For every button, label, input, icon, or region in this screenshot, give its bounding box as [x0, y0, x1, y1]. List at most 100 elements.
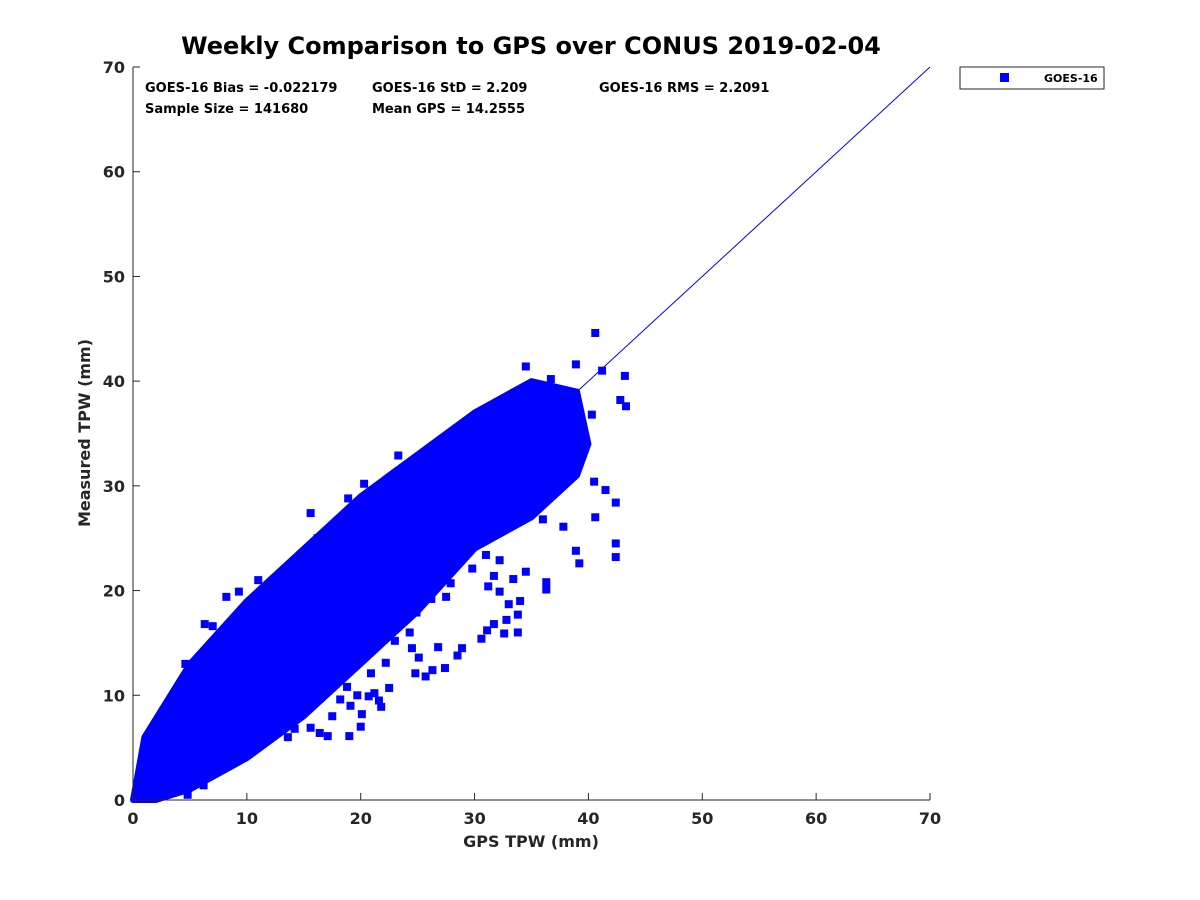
scatter-point	[411, 669, 420, 678]
scatter-point	[542, 585, 551, 594]
scatter-point	[207, 767, 216, 776]
scatter-point	[214, 757, 223, 766]
scatter-point	[428, 666, 437, 675]
scatter-point	[414, 653, 423, 662]
scatter-point	[390, 636, 399, 645]
scatter-point	[208, 622, 217, 631]
scatter-point	[484, 582, 493, 591]
scatter-point	[409, 457, 418, 466]
scatter-point	[397, 616, 406, 625]
scatter-point	[538, 515, 547, 524]
scatter-point	[344, 494, 353, 503]
scatter-point	[546, 375, 555, 384]
scatter-point	[185, 666, 194, 675]
y-tick-label: 20	[103, 582, 125, 601]
scatter-point	[196, 771, 205, 780]
scatter-point	[516, 597, 525, 606]
scatter-point	[495, 587, 504, 596]
scatter-point	[407, 644, 416, 653]
scatter-point	[481, 550, 490, 559]
scatter-point	[385, 623, 394, 632]
scatter-point	[477, 634, 486, 643]
scatter-point	[591, 513, 600, 522]
scatter-point	[181, 659, 190, 668]
scatter-point	[221, 752, 230, 761]
scatter-point	[374, 631, 383, 640]
scatter-point	[483, 626, 492, 635]
y-axis: 0 10 20 30 40 50 60 70 Measured TPW (mm)	[75, 58, 140, 810]
legend-marker-goes-16	[1000, 73, 1009, 82]
statistics-annotations: GOES-16 Bias = -0.022179 GOES-16 StD = 2…	[145, 81, 769, 117]
scatter-point	[364, 692, 373, 701]
scatter-point	[370, 689, 379, 698]
scatter-point	[328, 712, 337, 721]
scatter-point	[313, 534, 322, 543]
scatter-point	[360, 479, 369, 488]
x-axis-label: GPS TPW (mm)	[463, 832, 599, 851]
scatter-point	[394, 451, 403, 460]
scatter-point	[183, 790, 192, 799]
x-ticks: 0 10 20 30 40 50 60 70	[127, 793, 941, 828]
scatter-point	[356, 722, 365, 731]
scatter-point	[167, 787, 176, 796]
scatter-point	[611, 498, 620, 507]
scatter-point	[199, 781, 208, 790]
x-tick-label: 10	[236, 809, 258, 828]
x-tick-label: 20	[350, 809, 372, 828]
scatter-point	[385, 683, 394, 692]
legend: GOES-16	[959, 66, 1105, 90]
scatter-point	[353, 691, 362, 700]
scatter-point	[270, 709, 279, 718]
scatter-point	[587, 410, 596, 419]
y-ticks: 0 10 20 30 40 50 60 70	[103, 58, 140, 810]
scatter-point	[509, 575, 518, 584]
scatter-point	[261, 711, 270, 720]
x-tick-label: 30	[463, 809, 485, 828]
scatter-point	[622, 402, 631, 411]
plot-area	[130, 66, 931, 803]
scatter-point	[343, 682, 352, 691]
scatter-point	[542, 578, 551, 587]
scatter-point	[315, 728, 324, 737]
scatter-point	[477, 415, 486, 424]
scatter-point	[357, 710, 366, 719]
scatter-point	[336, 695, 345, 704]
stat-rms: GOES-16 RMS = 2.2091	[599, 81, 769, 96]
scatter-point	[296, 696, 305, 705]
scatter-point	[306, 509, 315, 518]
scatter-point	[453, 651, 462, 660]
stat-std: GOES-16 StD = 2.209	[372, 81, 527, 96]
one-to-one-reference-line	[132, 66, 931, 801]
scatter-point	[620, 371, 629, 380]
scatter-point	[446, 579, 455, 588]
stat-mean-gps: Mean GPS = 14.2555	[372, 102, 525, 117]
stat-bias: GOES-16 Bias = -0.022179	[145, 81, 337, 96]
chart-title: Weekly Comparison to GPS over CONUS 2019…	[181, 32, 881, 60]
scatter-point	[601, 486, 610, 495]
x-tick-label: 70	[919, 809, 941, 828]
scatter-point	[571, 546, 580, 555]
scatter-point	[323, 732, 332, 741]
x-tick-label: 40	[577, 809, 599, 828]
scatter-point	[325, 664, 334, 673]
scatter-point	[513, 610, 522, 619]
scatter-point	[525, 386, 534, 395]
y-tick-label: 30	[103, 477, 125, 496]
scatter-point	[313, 689, 322, 698]
scatter-point	[223, 742, 232, 751]
x-tick-label: 0	[127, 809, 138, 828]
scatter-point	[489, 571, 498, 580]
scatter-point	[259, 696, 268, 705]
scatter-point	[571, 360, 580, 369]
scatter-point	[504, 600, 513, 609]
y-axis-label: Measured TPW (mm)	[75, 339, 94, 527]
scatter-point	[493, 400, 502, 409]
scatter-point	[254, 576, 263, 585]
scatter-point	[427, 594, 436, 603]
scatter-point	[280, 566, 289, 575]
scatter-point	[442, 592, 451, 601]
scatter-point	[346, 701, 355, 710]
scatter-point	[421, 672, 430, 681]
scatter-point	[513, 628, 522, 637]
